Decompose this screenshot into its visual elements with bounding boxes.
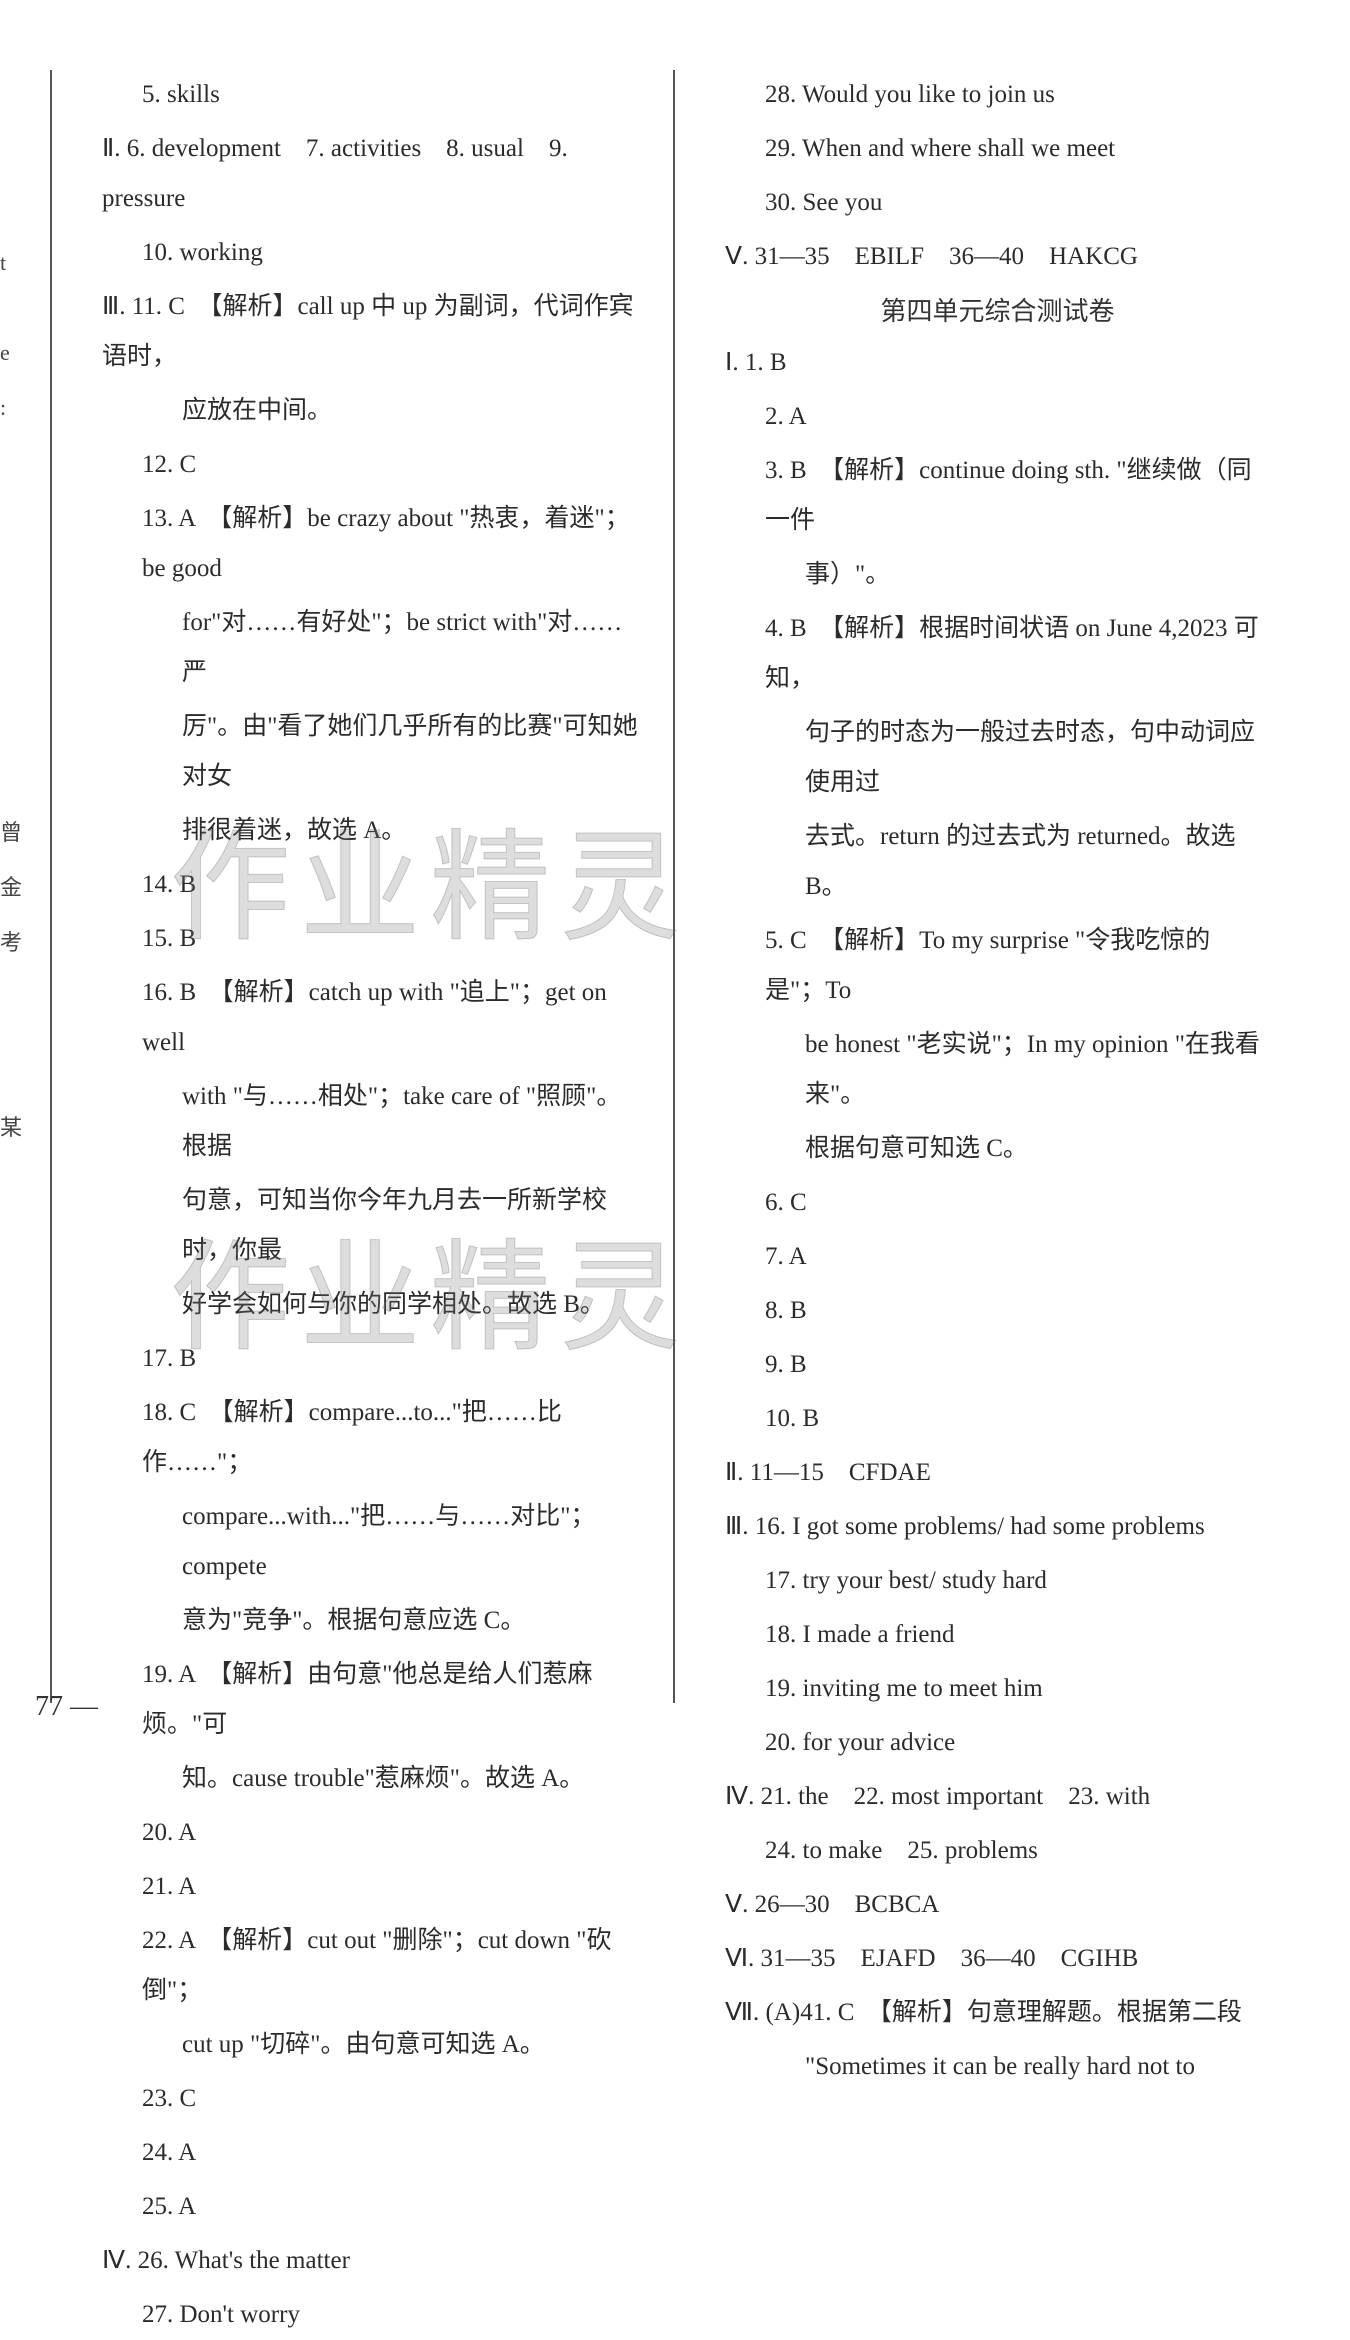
answer-line: 根据句意可知选 C。	[725, 1124, 1270, 1174]
answer-line: 27. Don't worry	[102, 2290, 643, 2340]
answer-line: 4. B 【解析】根据时间状语 on June 4,2023 可知，	[725, 604, 1270, 704]
answer-line: 30. See you	[725, 178, 1270, 228]
answer-line: 21. A	[102, 1862, 643, 1912]
answer-line: Ⅴ. 31—35 EBILF 36—40 HAKCG	[725, 232, 1270, 282]
page-number: 77 —	[35, 1691, 98, 1723]
answer-line: 2. A	[725, 392, 1270, 442]
answer-line: 16. B 【解析】catch up with "追上"；get on well	[102, 968, 643, 1068]
margin-char: :	[0, 395, 6, 421]
answer-line: Ⅵ. 31—35 EJAFD 36—40 CGIHB	[725, 1934, 1270, 1984]
answer-line: 10. working	[102, 228, 643, 278]
unit-title: 第四单元综合测试卷	[725, 286, 1270, 338]
answer-line: Ⅲ. 11. C 【解析】call up 中 up 为副词，代词作宾语时，	[102, 282, 643, 382]
answer-line: 好学会如何与你的同学相处。故选 B。	[102, 1280, 643, 1330]
answer-line: 10. B	[725, 1394, 1270, 1444]
answer-line: 句子的时态为一般过去时态，句中动词应使用过	[725, 708, 1270, 808]
answer-line: 17. try your best/ study hard	[725, 1556, 1270, 1606]
answer-line: 应放在中间。	[102, 386, 643, 436]
margin-char: e	[0, 340, 10, 366]
answer-line: Ⅶ. (A)41. C 【解析】句意理解题。根据第二段	[725, 1988, 1270, 2038]
answer-line: 3. B 【解析】continue doing sth. "继续做（同一件	[725, 446, 1270, 546]
answer-line: "Sometimes it can be really hard not to	[725, 2042, 1270, 2092]
answer-line: Ⅱ. 11—15 CFDAE	[725, 1448, 1270, 1498]
answer-line: 24. to make 25. problems	[725, 1826, 1270, 1876]
page-root: t e : 曾 金 考 某 5. skills Ⅱ. 6. developmen…	[0, 0, 1350, 1753]
answer-line: 知。cause trouble"惹麻烦"。故选 A。	[102, 1754, 643, 1804]
answer-line: cut up "切碎"。由句意可知选 A。	[102, 2020, 643, 2070]
answer-line: 20. for your advice	[725, 1718, 1270, 1768]
answer-line: 排很着迷，故选 A。	[102, 806, 643, 856]
margin-char: 考	[0, 925, 22, 957]
answer-line: Ⅰ. 1. B	[725, 338, 1270, 388]
answer-line: 7. A	[725, 1232, 1270, 1282]
answer-line: 18. C 【解析】compare...to..."把……比作……"；	[102, 1388, 643, 1488]
right-column: 28. Would you like to join us 29. When a…	[675, 70, 1300, 1703]
answer-line: 意为"竞争"。根据句意应选 C。	[102, 1596, 643, 1646]
left-column: 5. skills Ⅱ. 6. development 7. activitie…	[50, 70, 675, 1703]
answer-line: 22. A 【解析】cut out "删除"；cut down "砍倒"；	[102, 1916, 643, 2016]
answer-line: 18. I made a friend	[725, 1610, 1270, 1660]
answer-line: 20. A	[102, 1808, 643, 1858]
answer-line: 6. C	[725, 1178, 1270, 1228]
answer-line: 17. B	[102, 1334, 643, 1384]
answer-line: Ⅲ. 16. I got some problems/ had some pro…	[725, 1502, 1270, 1552]
answer-line: compare...with..."把……与……对比"；compete	[102, 1492, 643, 1592]
answer-line: Ⅴ. 26—30 BCBCA	[725, 1880, 1270, 1930]
answer-line: 5. skills	[102, 70, 643, 120]
answer-line: 23. C	[102, 2074, 643, 2124]
answer-line: 24. A	[102, 2128, 643, 2178]
answer-line: 厉"。由"看了她们几乎所有的比赛"可知她对女	[102, 702, 643, 802]
answer-line: with "与……相处"；take care of "照顾"。根据	[102, 1072, 643, 1172]
answer-line: 15. B	[102, 914, 643, 964]
answer-line: 19. A 【解析】由句意"他总是给人们惹麻烦。"可	[102, 1650, 643, 1750]
answer-line: 去式。return 的过去式为 returned。故选 B。	[725, 812, 1270, 912]
answer-line: 12. C	[102, 440, 643, 490]
answer-line: be honest "老实说"；In my opinion "在我看来"。	[725, 1020, 1270, 1120]
answer-line: 14. B	[102, 860, 643, 910]
answer-line: 8. B	[725, 1286, 1270, 1336]
margin-char: t	[0, 250, 6, 276]
margin-char: 某	[0, 1110, 22, 1142]
answer-line: Ⅳ. 21. the 22. most important 23. with	[725, 1772, 1270, 1822]
answer-line: 事）"。	[725, 550, 1270, 600]
answer-line: 13. A 【解析】be crazy about "热衷，着迷"；be good	[102, 494, 643, 594]
answer-line: 19. inviting me to meet him	[725, 1664, 1270, 1714]
answer-line: 28. Would you like to join us	[725, 70, 1270, 120]
answer-line: 句意，可知当你今年九月去一所新学校时，你最	[102, 1176, 643, 1276]
margin-char: 曾	[0, 815, 22, 847]
answer-line: Ⅳ. 26. What's the matter	[102, 2236, 643, 2286]
answer-line: 9. B	[725, 1340, 1270, 1390]
answer-line: Ⅱ. 6. development 7. activities 8. usual…	[102, 124, 643, 224]
margin-char: 金	[0, 870, 22, 902]
answer-line: 25. A	[102, 2182, 643, 2232]
answer-line: 29. When and where shall we meet	[725, 124, 1270, 174]
two-column-layout: 5. skills Ⅱ. 6. development 7. activitie…	[50, 70, 1300, 1703]
answer-line: for"对……有好处"；be strict with"对……严	[102, 598, 643, 698]
left-margin-labels: t e : 曾 金 考 某	[0, 0, 15, 1753]
answer-line: 5. C 【解析】To my surprise "令我吃惊的是"；To	[725, 916, 1270, 1016]
